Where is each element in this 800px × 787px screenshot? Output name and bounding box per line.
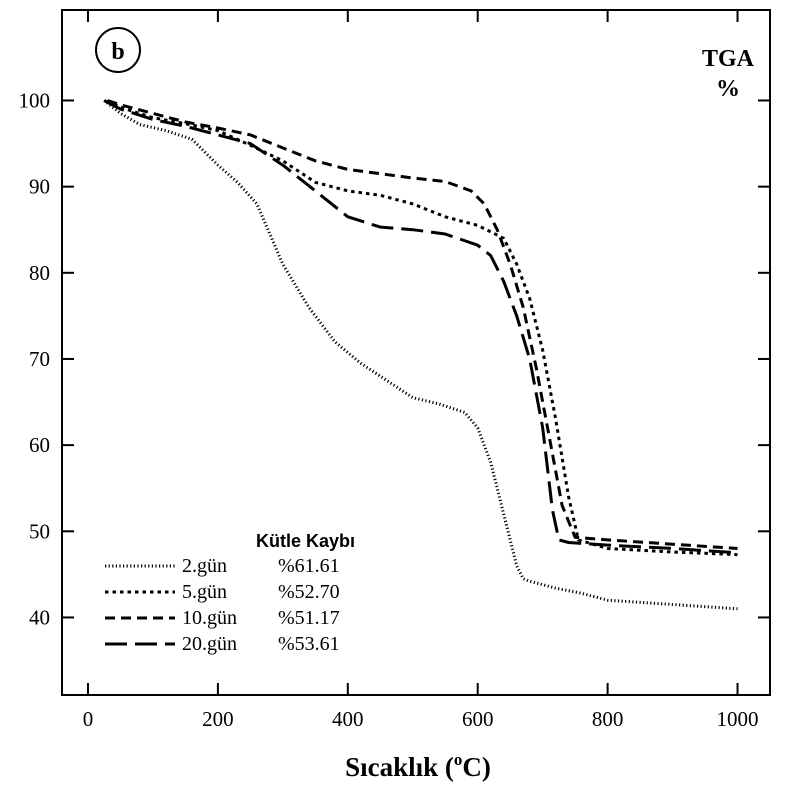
x-tick-label: 800 xyxy=(592,707,624,731)
y-tick-label: 100 xyxy=(19,88,51,112)
x-tick-label: 400 xyxy=(332,707,364,731)
y-tick-label: 50 xyxy=(29,519,50,543)
legend: 2.gün %61.61 5.gün %52.70 10.gün %51.17 20.gün… xyxy=(105,555,340,655)
x-axis-title-unit: C) xyxy=(462,752,491,782)
x-tick-label: 1000 xyxy=(717,707,759,731)
x-axis-title: Sıcaklık (oC) xyxy=(345,750,491,782)
measure-label: TGA xyxy=(702,46,755,72)
y-tick-label: 60 xyxy=(29,433,50,457)
x-tick-label: 200 xyxy=(202,707,234,731)
x-tick-label: 0 xyxy=(83,707,94,731)
legend-value: %53.61 xyxy=(278,633,340,655)
series-line-5.gün xyxy=(108,101,738,555)
series-line-10.gün xyxy=(108,101,738,549)
series-line-2.gün xyxy=(104,101,737,609)
measure-unit: % xyxy=(716,76,740,102)
series-line-20.gün xyxy=(104,101,737,553)
y-tick-label: 40 xyxy=(29,605,50,629)
panel-label: b xyxy=(111,39,124,65)
legend-label: 2.gün xyxy=(182,555,227,577)
legend-value: %52.70 xyxy=(278,581,340,603)
legend-title: Kütle Kaybı xyxy=(256,531,355,551)
legend-label: 10.gün xyxy=(182,607,237,629)
legend-value: %51.17 xyxy=(278,607,340,629)
y-tick-label: 80 xyxy=(29,261,50,285)
y-tick-label: 90 xyxy=(29,175,50,199)
legend-value: %61.61 xyxy=(278,555,340,577)
y-tick-label: 70 xyxy=(29,347,50,371)
legend-label: 20.gün xyxy=(182,633,237,655)
series-group xyxy=(104,101,737,609)
x-tick-label: 600 xyxy=(462,707,494,731)
x-axis-title-text: Sıcaklık ( xyxy=(345,752,454,782)
legend-label: 5.gün xyxy=(182,581,227,603)
x-axis-title-sup: o xyxy=(454,750,463,769)
